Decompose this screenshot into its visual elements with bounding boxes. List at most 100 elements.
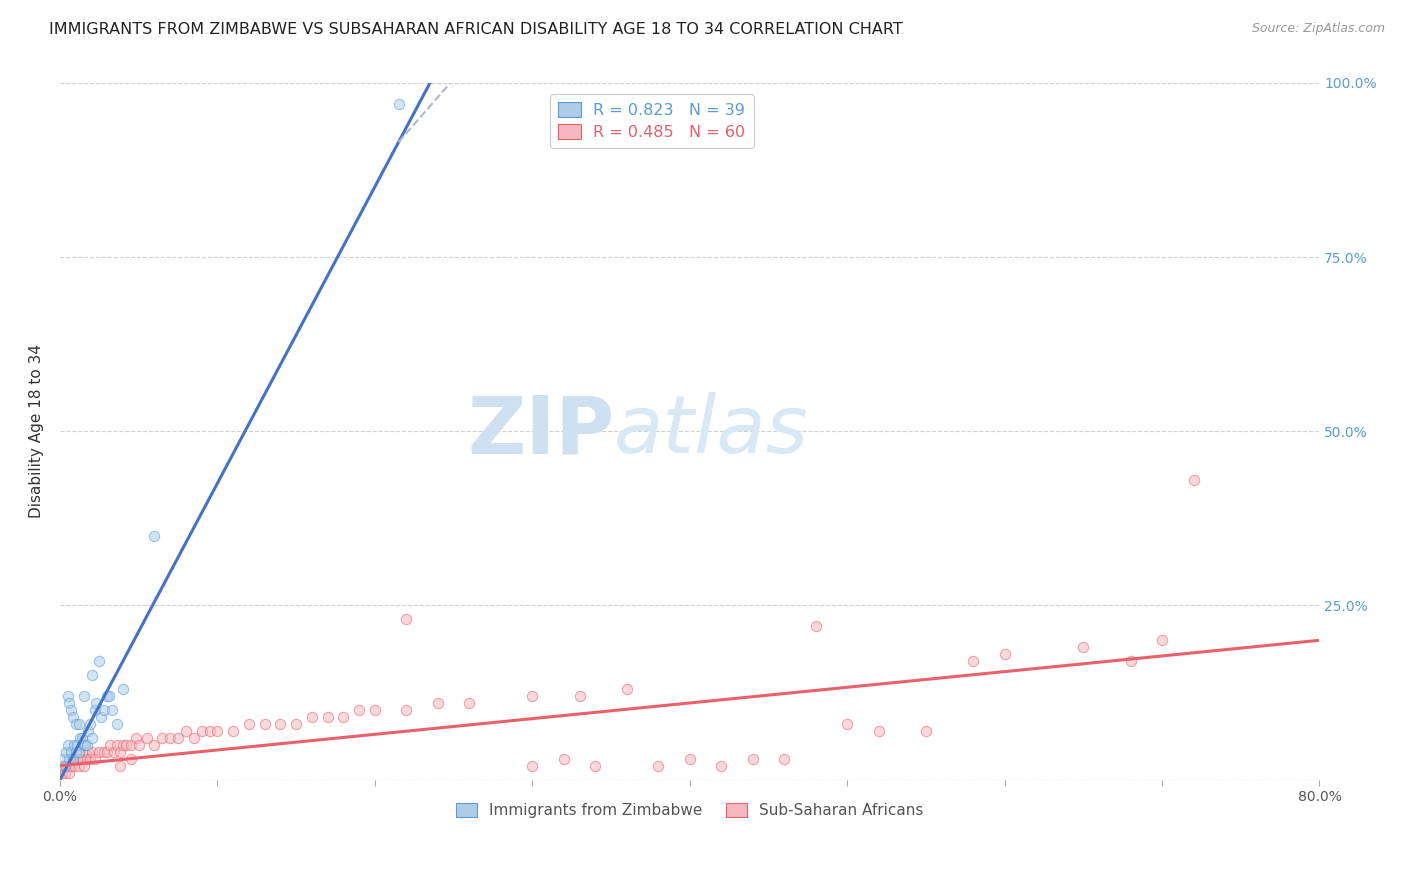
- Point: [66, 752, 89, 766]
- Point: [183, 731, 205, 745]
- Point: [83, 703, 105, 717]
- Point: [332, 710, 354, 724]
- Point: [124, 731, 146, 745]
- Point: [105, 738, 128, 752]
- Point: [108, 758, 131, 772]
- Point: [198, 723, 221, 738]
- Point: [62, 752, 84, 766]
- Point: [90, 710, 112, 724]
- Point: [97, 689, 120, 703]
- Point: [67, 717, 90, 731]
- Point: [837, 717, 859, 731]
- Point: [238, 717, 260, 731]
- Point: [56, 758, 79, 772]
- Point: [80, 745, 103, 759]
- Point: [1071, 640, 1094, 655]
- Point: [395, 612, 418, 626]
- Point: [53, 765, 76, 780]
- Point: [76, 738, 98, 752]
- Point: [222, 723, 245, 738]
- Point: [426, 696, 449, 710]
- Point: [80, 731, 103, 745]
- Point: [167, 731, 190, 745]
- Point: [65, 752, 87, 766]
- Point: [83, 752, 105, 766]
- Point: [52, 752, 75, 766]
- Point: [103, 745, 125, 759]
- Point: [58, 765, 80, 780]
- Point: [105, 717, 128, 731]
- Point: [387, 96, 409, 111]
- Point: [72, 738, 94, 752]
- Text: atlas: atlas: [614, 392, 808, 470]
- Point: [159, 731, 181, 745]
- Point: [108, 745, 131, 759]
- Point: [458, 696, 481, 710]
- Point: [72, 689, 94, 703]
- Point: [804, 619, 827, 633]
- Point: [96, 689, 118, 703]
- Point: [69, 731, 91, 745]
- Point: [75, 738, 97, 752]
- Point: [70, 752, 93, 766]
- Point: [60, 745, 83, 759]
- Point: [741, 752, 763, 766]
- Point: [522, 689, 544, 703]
- Point: [77, 723, 100, 738]
- Point: [69, 752, 91, 766]
- Point: [616, 681, 638, 696]
- Text: IMMIGRANTS FROM ZIMBABWE VS SUBSAHARAN AFRICAN DISABILITY AGE 18 TO 34 CORRELATI: IMMIGRANTS FROM ZIMBABWE VS SUBSAHARAN A…: [49, 22, 903, 37]
- Point: [135, 731, 157, 745]
- Point: [207, 723, 229, 738]
- Point: [1150, 633, 1173, 648]
- Point: [62, 752, 84, 766]
- Point: [56, 689, 79, 703]
- Point: [65, 717, 87, 731]
- Y-axis label: Disability Age 18 to 34: Disability Age 18 to 34: [30, 344, 44, 518]
- Point: [583, 758, 606, 772]
- Point: [100, 738, 122, 752]
- Point: [72, 758, 94, 772]
- Point: [395, 703, 418, 717]
- Point: [773, 752, 796, 766]
- Point: [101, 703, 124, 717]
- Point: [150, 731, 173, 745]
- Point: [58, 752, 80, 766]
- Point: [1119, 654, 1142, 668]
- Point: [55, 758, 77, 772]
- Point: [190, 723, 212, 738]
- Point: [51, 765, 73, 780]
- Text: ZIP: ZIP: [467, 392, 614, 470]
- Point: [553, 752, 575, 766]
- Point: [269, 717, 291, 731]
- Point: [93, 745, 115, 759]
- Text: Source: ZipAtlas.com: Source: ZipAtlas.com: [1251, 22, 1385, 36]
- Point: [710, 758, 733, 772]
- Point: [120, 752, 142, 766]
- Point: [143, 738, 166, 752]
- Point: [80, 668, 103, 682]
- Point: [143, 529, 166, 543]
- Point: [120, 738, 142, 752]
- Point: [66, 738, 89, 752]
- Point: [79, 752, 101, 766]
- Point: [679, 752, 702, 766]
- Point: [1182, 473, 1205, 487]
- Point: [84, 696, 107, 710]
- Point: [62, 710, 84, 724]
- Point: [58, 696, 80, 710]
- Point: [55, 745, 77, 759]
- Point: [128, 738, 150, 752]
- Point: [111, 738, 134, 752]
- Legend: Immigrants from Zimbabwe, Sub-Saharan Africans: Immigrants from Zimbabwe, Sub-Saharan Af…: [450, 797, 929, 824]
- Point: [364, 703, 387, 717]
- Point: [285, 717, 308, 731]
- Point: [93, 703, 115, 717]
- Point: [301, 710, 323, 724]
- Point: [65, 745, 87, 759]
- Point: [647, 758, 669, 772]
- Point: [522, 758, 544, 772]
- Point: [347, 703, 370, 717]
- Point: [115, 738, 138, 752]
- Point: [60, 758, 83, 772]
